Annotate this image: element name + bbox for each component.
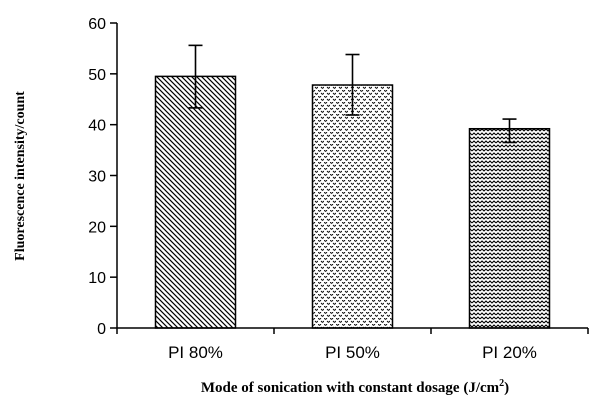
y-tick-label: 40 bbox=[88, 118, 106, 135]
y-tick-label: 50 bbox=[88, 67, 106, 84]
y-tick-label: 10 bbox=[88, 270, 106, 287]
y-tick-label: 0 bbox=[97, 321, 106, 338]
x-axis-title-main: Mode of sonication with constant dosage … bbox=[201, 380, 500, 396]
x-axis-title: Mode of sonication with constant dosage … bbox=[201, 378, 509, 396]
x-tick-label: PI 20% bbox=[482, 343, 537, 362]
y-tick-label: 30 bbox=[88, 169, 106, 186]
x-axis-title-suffix: ) bbox=[504, 380, 509, 396]
x-tick-label: PI 50% bbox=[325, 343, 380, 362]
x-axis-title-superscript: 2 bbox=[499, 378, 504, 389]
y-tick-label: 60 bbox=[88, 16, 106, 33]
x-tick-label: PI 80% bbox=[168, 343, 223, 362]
y-tick-label: 20 bbox=[88, 219, 106, 236]
bar-3 bbox=[468, 127, 551, 329]
bar-2 bbox=[311, 84, 394, 329]
y-axis-title: Fluorescence intensity/count bbox=[13, 91, 28, 261]
bar-1 bbox=[154, 75, 237, 329]
